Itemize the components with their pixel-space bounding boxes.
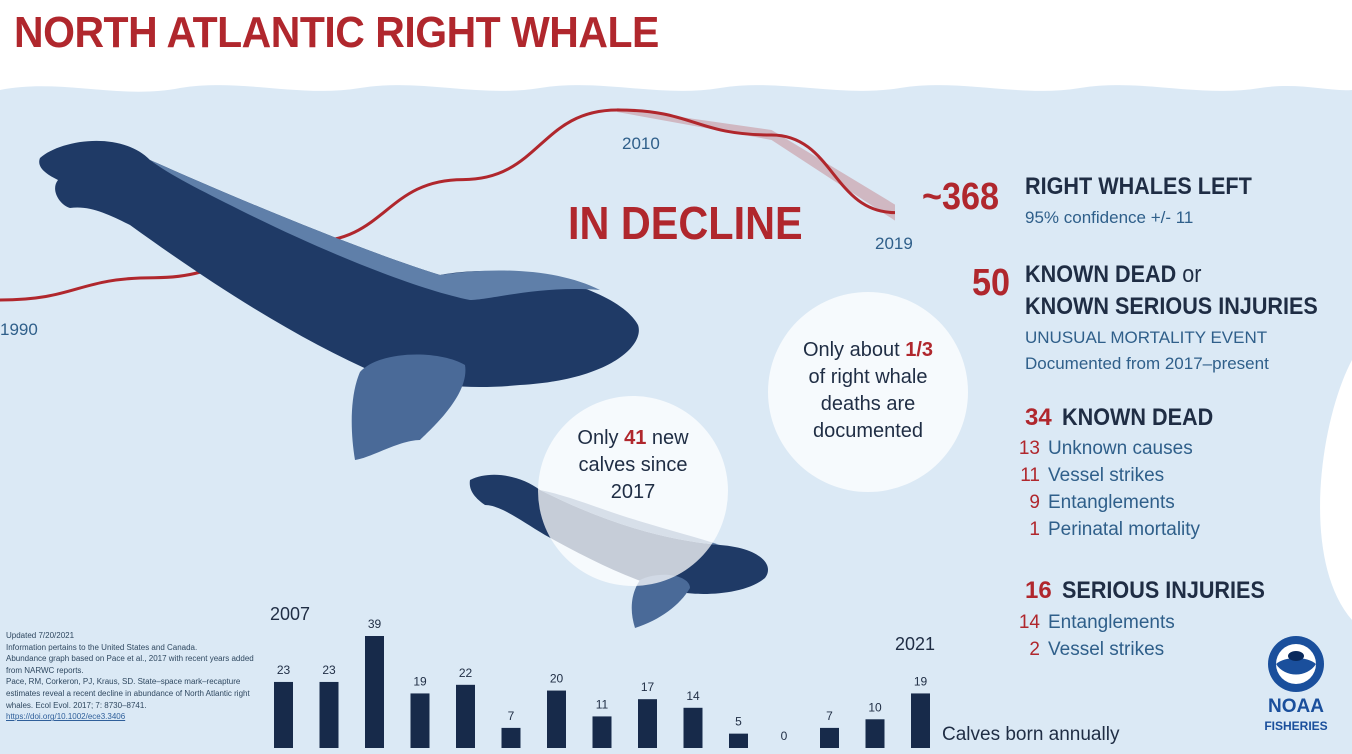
fine-print-line: Abundance graph based on Pace et al., 20… [6,654,254,675]
citation-link[interactable]: https://doi.org/10.1002/ece3.3406 [6,712,126,722]
serious-injuries-item: 2 Vessel strikes [1029,639,1165,660]
ume-label-line2: KNOWN SERIOUS INJURIES [1025,293,1318,320]
calves-bar-2008 [319,681,339,748]
calves-bar-label-2012: 7 [508,709,515,723]
calves-bar-2017 [729,733,748,748]
known-dead-item: 9 Entanglements [1029,492,1175,513]
calves-bar-2007 [274,681,293,748]
known-dead-item: 13 Unknown causes [1018,438,1193,459]
logo-line2: FISHERIES [1264,719,1327,733]
calves-bar-label-2014: 11 [596,697,609,711]
calves-bar-label-2019: 7 [826,709,833,723]
decline-label: IN DECLINE [568,197,803,249]
whales-left-number: ~368 [922,176,1000,218]
ume-documented: Documented from 2017–present [1025,354,1269,373]
calves-bar-2012 [501,727,521,748]
calves-bar-label-2015: 17 [641,680,655,694]
calves-bar-label-2016: 14 [686,689,700,703]
fine-print-line: Information pertains to the United State… [6,642,198,652]
fine-print: Updated 7/20/2021 Information pertains t… [6,630,264,723]
calves-bar-2010 [410,693,430,748]
page-title: NORTH ATLANTIC RIGHT WHALE [14,8,659,57]
calves-bar-label-2011: 22 [459,666,473,680]
known-dead-heading: 34 KNOWN DEAD [1025,404,1214,431]
whales-left-confidence: 95% confidence +/- 11 [1025,208,1194,227]
noaa-emblem-icon: NOAA FISHERIES [1264,636,1328,733]
serious-injuries-heading: 16 SERIOUS INJURIES [1025,577,1266,604]
calves-bar-2015 [638,699,657,748]
ume-event: UNUSUAL MORTALITY EVENT [1025,328,1268,347]
calves-bar-label-2009: 39 [368,617,382,631]
whales-left-label: RIGHT WHALES LEFT [1025,173,1252,200]
calves-bubble [538,396,728,586]
year-label-peak: 2010 [622,134,660,153]
calves-bar-2011 [456,684,475,748]
deaths-bubble [768,292,968,492]
calves-bar-2020 [865,719,885,748]
noaa-fisheries-logo: NOAA FISHERIES [1257,632,1335,740]
calves-bar-2009 [365,636,384,748]
calves-bar-label-2020: 10 [868,700,882,714]
calves-bar-label-2007: 23 [277,663,291,677]
abundance-confidence-band [617,108,895,221]
year-label-start: 1990 [0,320,38,339]
logo-line1: NOAA [1268,696,1324,717]
calves-end-year: 2021 [895,634,936,654]
known-dead-item: 11 Vessel strikes [1020,465,1165,486]
calves-bar-label-2021: 19 [914,674,928,688]
calves-bar-label-2008: 23 [322,663,336,677]
ume-label-line1: KNOWN DEAD or [1025,261,1202,288]
calves-bar-label-2018: 0 [781,729,788,743]
large-whale [39,140,639,460]
calves-bar-label-2017: 5 [735,715,742,729]
calves-bar-label-2010: 19 [413,674,427,688]
calves-bar-2013 [547,690,566,748]
calves-bar-2014 [592,716,612,748]
abundance-trend-line [0,108,896,302]
calves-bar-2021 [911,693,930,748]
ume-number: 50 [972,262,1011,304]
calves-bar-label-2013: 20 [550,672,564,686]
serious-injuries-item: 14 Entanglements [1018,612,1175,633]
calves-bar-2019 [820,727,839,748]
updated-date: Updated 7/20/2021 [6,631,75,640]
calves-bar-2016 [683,707,703,748]
calves-start-year: 2007 [270,604,311,624]
year-label-end: 2019 [875,234,913,253]
fine-print-citation: Pace, RM, Corkeron, PJ, Kraus, SD. State… [6,677,250,722]
calves-caption: Calves born annually [942,724,1120,745]
known-dead-item: 1 Perinatal mortality [1029,519,1201,540]
deaths-bubble-text: Only about 1/3 of right whale deaths are… [802,339,934,442]
calves-bar-chart: 23 23 39 19 22 7 20 11 17 14 5 0 7 10 19 [274,617,930,748]
calves-bubble-text: Only 41 new calves since 2017 [577,427,689,503]
